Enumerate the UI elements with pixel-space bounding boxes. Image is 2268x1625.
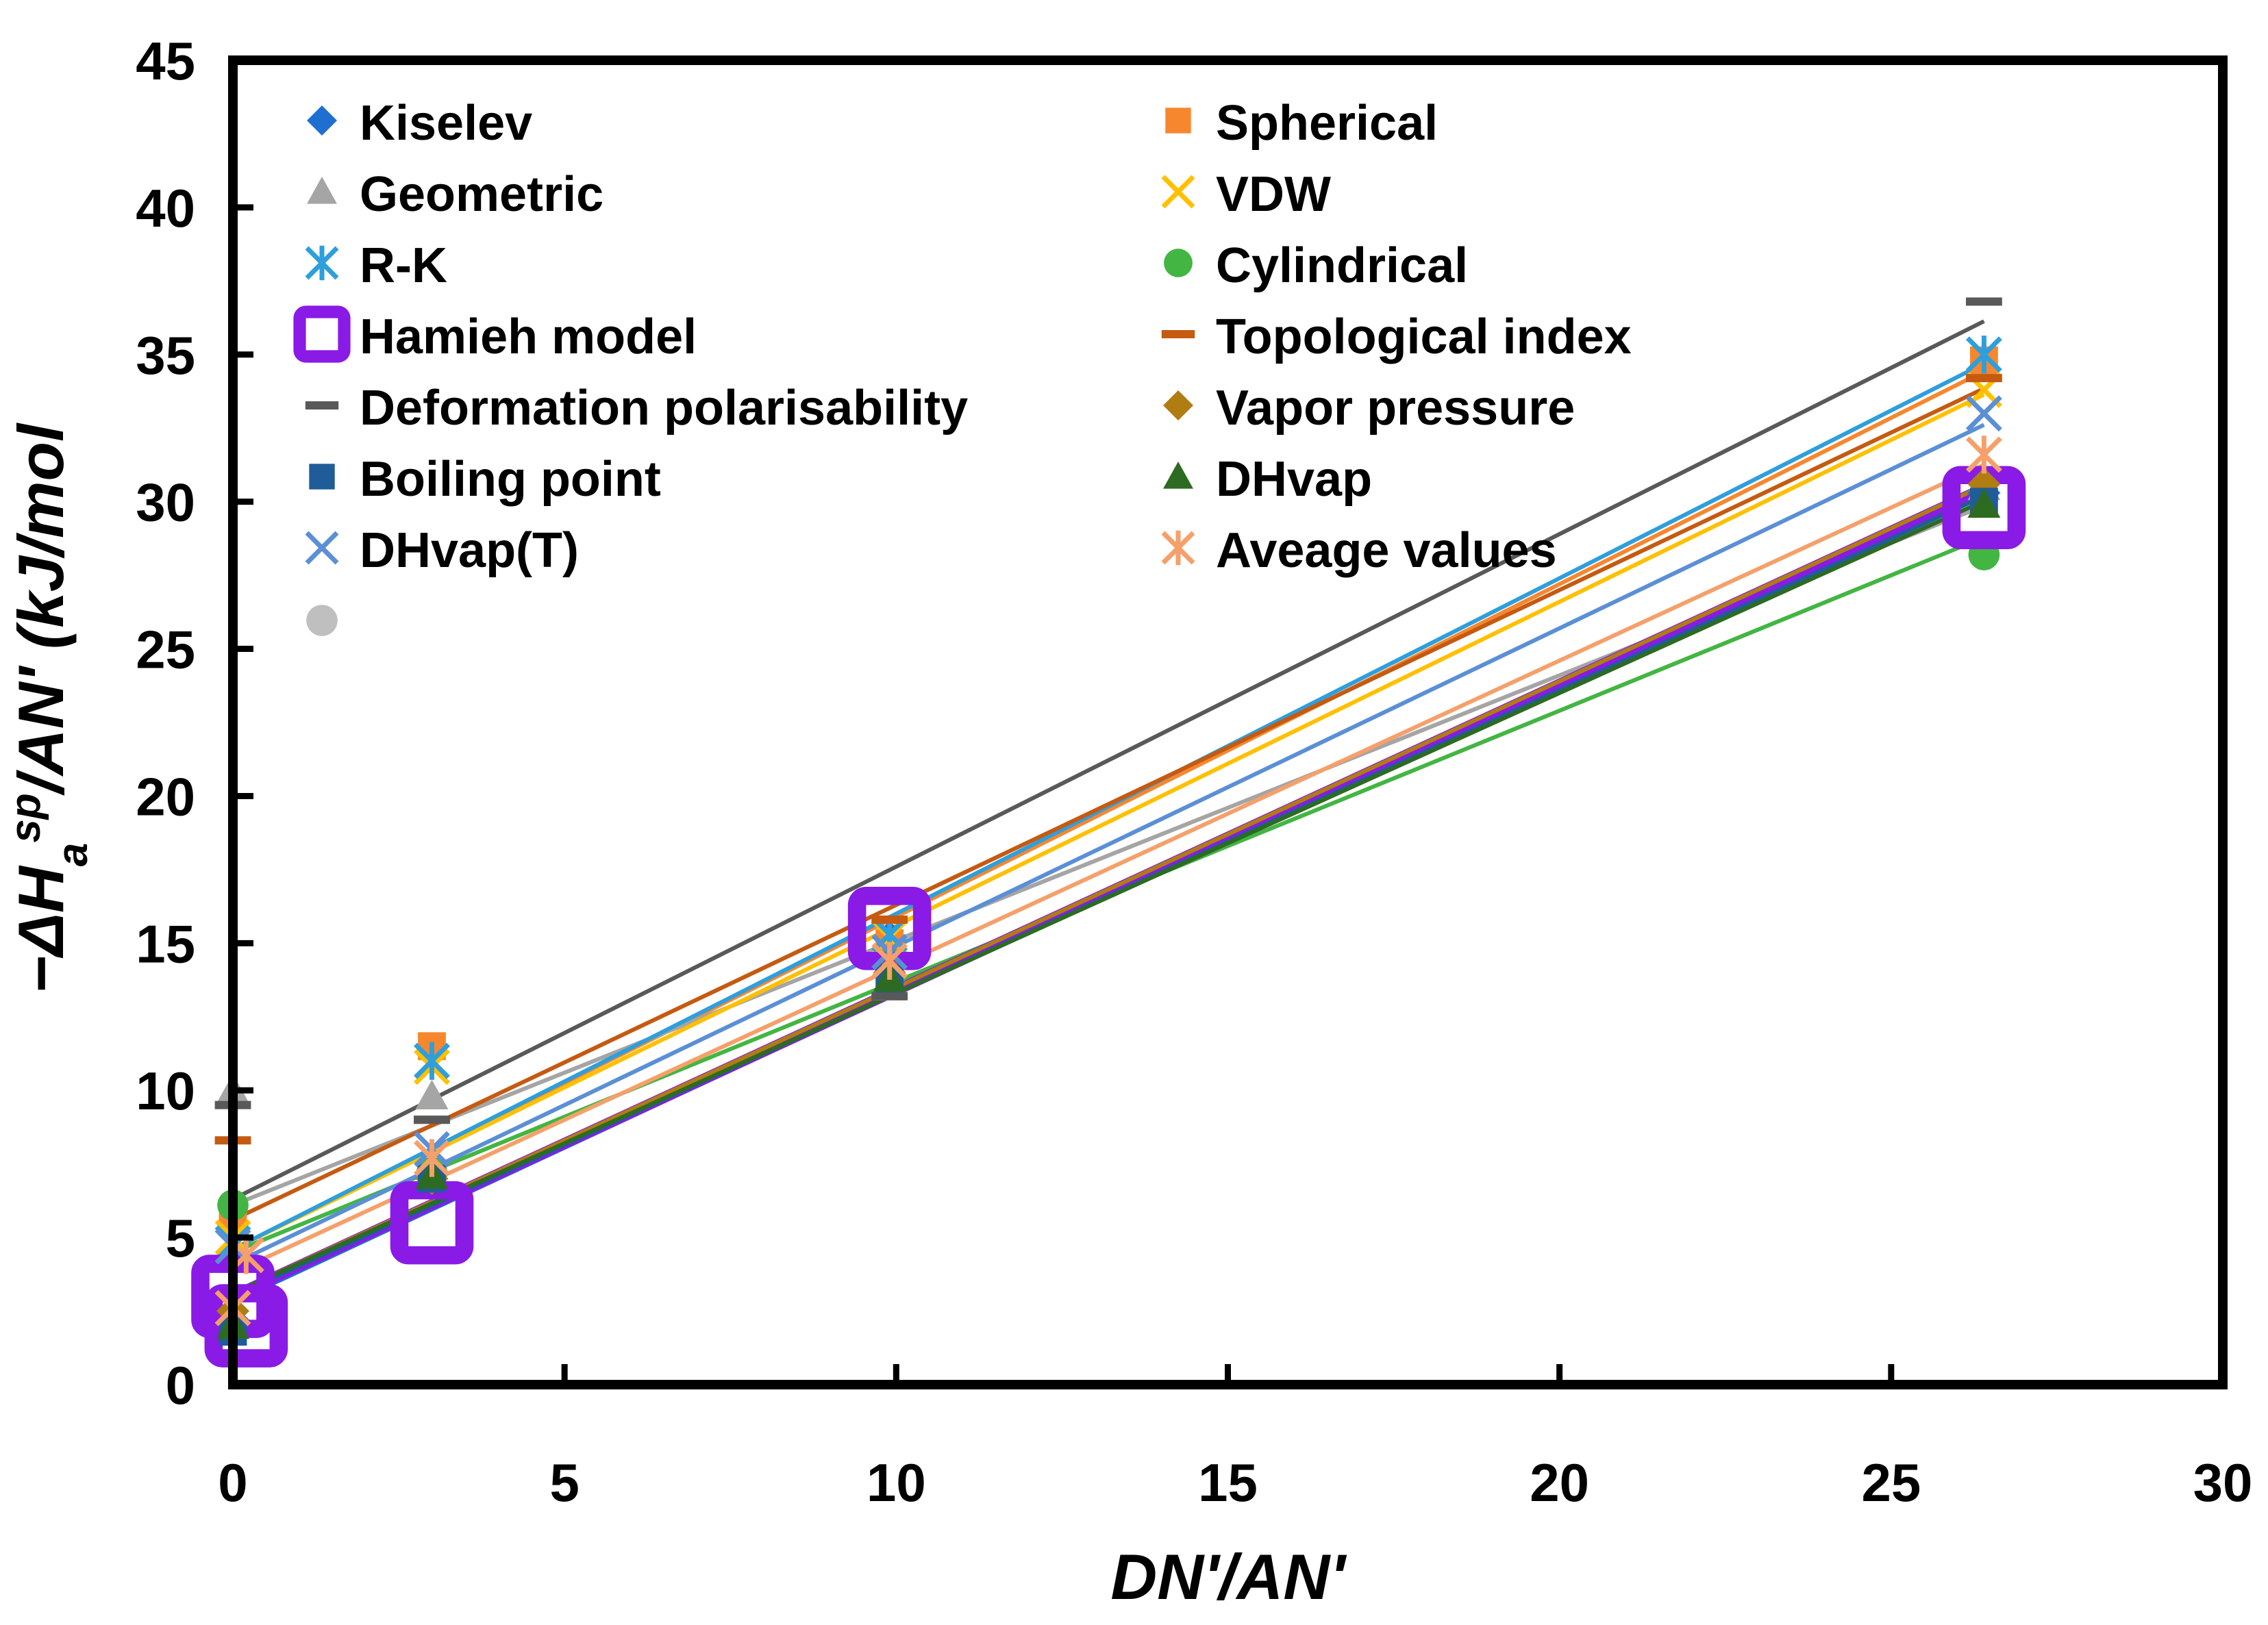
trend-lines <box>230 319 1986 1305</box>
legend-label: R-K <box>360 238 447 293</box>
y-tick-label: 15 <box>136 914 195 974</box>
data-point <box>415 1079 449 1110</box>
x-tick-label: 30 <box>2193 1452 2253 1513</box>
x-tick-label: 25 <box>1861 1452 1921 1513</box>
axis-ticks: 0 5 10 15 20 25 30 0 5 10 15 20 25 30 35 40 45 <box>136 31 2252 1513</box>
y-tick-label: 35 <box>136 325 195 386</box>
x-tick-label: 10 <box>867 1452 926 1513</box>
legend-marker <box>1163 390 1193 420</box>
y-axis-title-subscript: a <box>49 843 97 866</box>
legend-marker <box>1161 530 1195 566</box>
legend: Kiselev Spherical Geometric VDW R-K Cylindric… <box>293 96 1632 636</box>
data-point <box>414 1139 450 1177</box>
y-axis-title-prefix: −ΔH <box>5 865 77 994</box>
data-point <box>871 942 908 980</box>
x-tick-label: 0 <box>218 1452 247 1513</box>
legend-label: Aveage values <box>1216 523 1557 578</box>
trend-line <box>232 319 1985 1201</box>
legend-label: Kiselev <box>360 96 532 151</box>
trend-line <box>232 462 1985 1275</box>
legend-label: DHvap(T) <box>360 523 579 578</box>
data-point <box>1966 297 2002 306</box>
legend-marker <box>1161 175 1195 209</box>
legend-marker <box>305 245 339 281</box>
legend-marker <box>1165 108 1191 134</box>
y-tick-label: 20 <box>136 766 195 827</box>
y-tick-label: 5 <box>166 1208 195 1268</box>
data-point <box>414 1116 450 1124</box>
legend-label: Cylindrical <box>1216 238 1468 293</box>
data-point <box>871 992 908 1000</box>
y-tick-label: 30 <box>136 473 195 533</box>
legend-marker <box>307 177 337 204</box>
y-tick-label: 40 <box>136 178 195 238</box>
data-point <box>414 1042 450 1080</box>
legend-marker <box>1161 330 1195 338</box>
legend-marker <box>309 464 335 490</box>
legend-marker <box>1163 462 1193 489</box>
data-point <box>1965 436 2002 474</box>
y-tick-label: 45 <box>136 31 195 91</box>
data-point <box>1965 395 2002 432</box>
y-axis-title: −ΔHasp/AN' (kJ/mol <box>2 423 97 994</box>
y-tick-label: 0 <box>166 1355 195 1415</box>
trend-line <box>232 392 1985 1251</box>
legend-marker <box>293 305 351 363</box>
x-axis-title: DN'/AN' <box>1110 1541 1347 1613</box>
y-axis-title-suffix: /AN' (kJ/mol <box>5 423 77 796</box>
y-tick-label: 25 <box>136 620 195 680</box>
data-point <box>871 915 908 924</box>
legend-label: Vapor pressure <box>1216 381 1575 436</box>
legend-label: Hamieh model <box>360 310 697 364</box>
legend-label: Geometric <box>360 167 603 222</box>
data-point <box>1965 336 2002 374</box>
trend-line <box>232 386 1985 1222</box>
y-axis-title-superscript: sp <box>2 793 49 842</box>
y-tick-label: 10 <box>136 1061 195 1121</box>
trend-line <box>232 423 1985 1266</box>
legend-marker <box>306 605 338 636</box>
legend-label: VDW <box>1216 167 1331 222</box>
legend-label: Topological index <box>1216 310 1632 364</box>
data-point <box>1967 488 2001 518</box>
x-tick-label: 15 <box>1198 1452 1258 1513</box>
legend-marker <box>1164 249 1193 277</box>
trend-line <box>232 499 1985 1296</box>
legend-marker <box>305 531 339 565</box>
legend-label: Deformation polarisability <box>360 381 968 436</box>
x-tick-label: 20 <box>1530 1452 1589 1513</box>
legend-marker <box>307 105 337 136</box>
data-point <box>1966 374 2002 383</box>
trend-line <box>232 483 1985 1296</box>
legend-marker <box>305 401 339 410</box>
legend-label: Spherical <box>1216 96 1438 151</box>
legend-label: DHvap <box>1216 452 1372 507</box>
x-tick-label: 5 <box>549 1452 579 1513</box>
legend-label: Boiling point <box>360 452 661 507</box>
